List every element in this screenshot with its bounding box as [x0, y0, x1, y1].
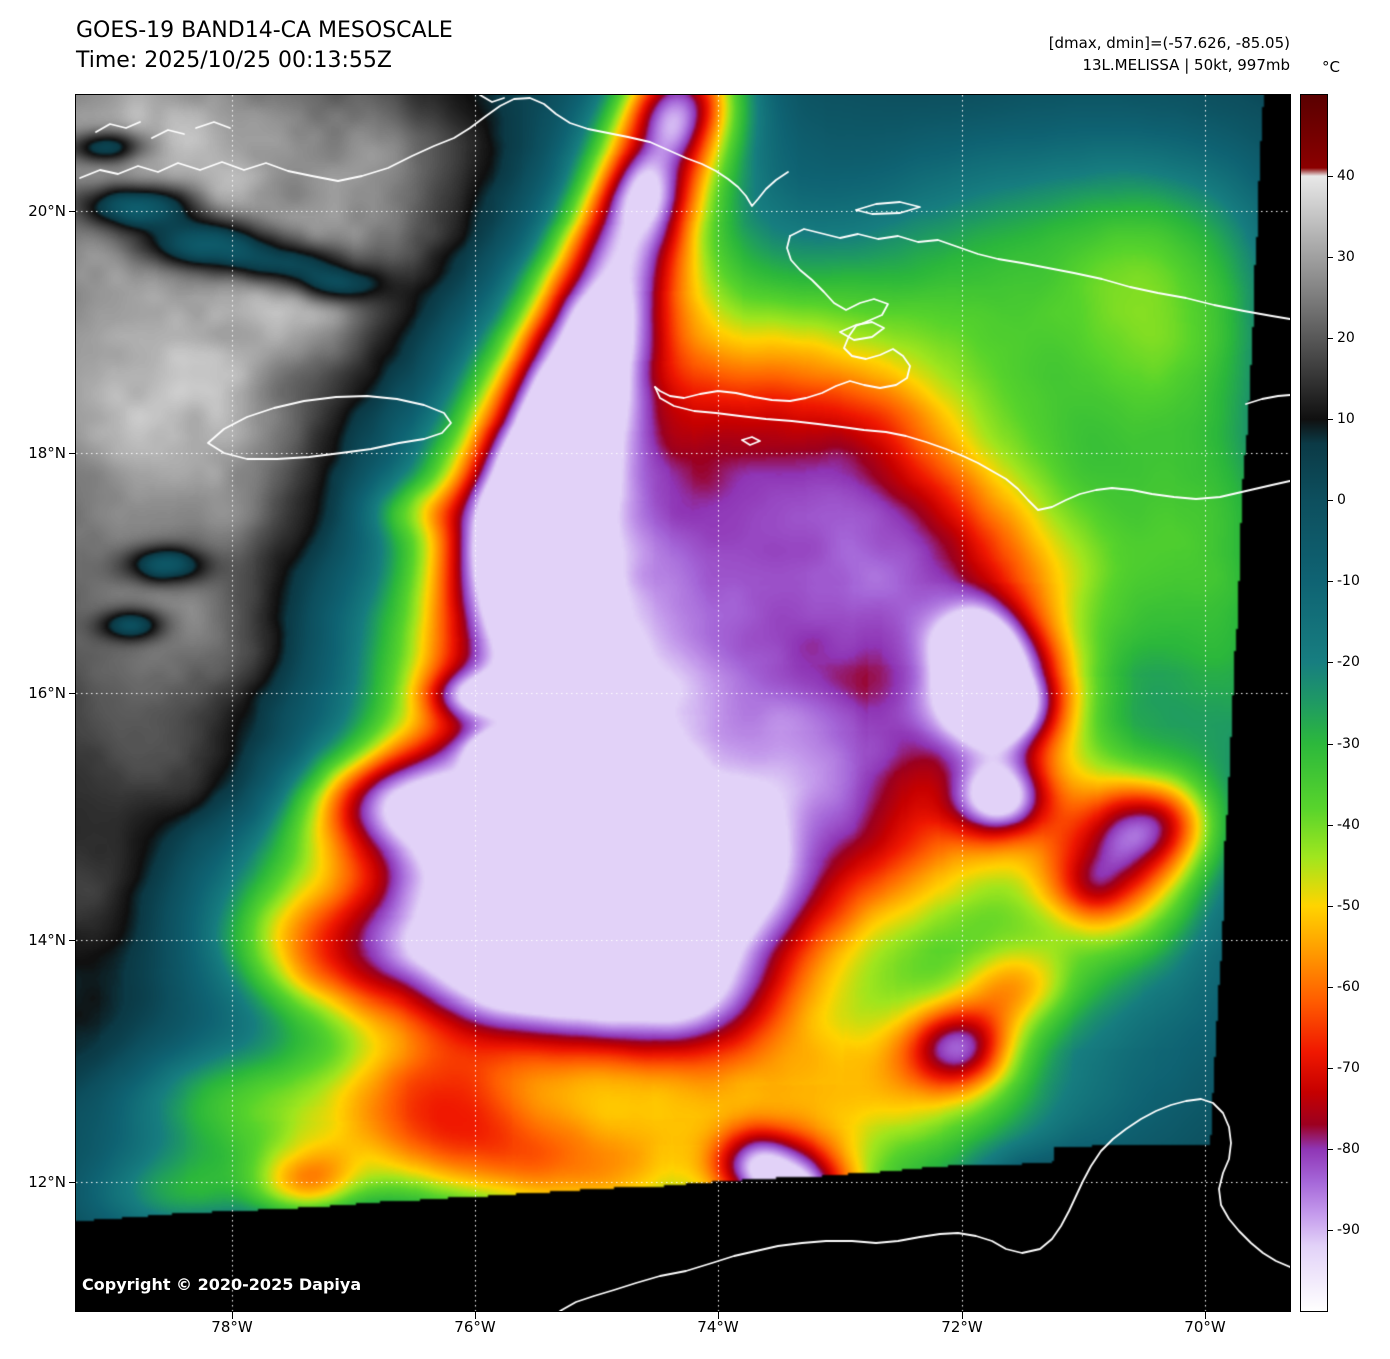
axis-tick: [718, 1312, 719, 1319]
colorbar-tick-label: -90: [1337, 1221, 1360, 1238]
lat-axis-label: 18°N: [28, 444, 66, 462]
colorbar-tick-label: -40: [1337, 816, 1360, 833]
colorbar-tick: [1327, 986, 1333, 988]
colorbar-unit-label: °C: [1322, 58, 1340, 76]
copyright-watermark: Copyright © 2020-2025 Dapiya: [82, 1275, 362, 1294]
colorbar-tick: [1327, 419, 1333, 421]
lat-axis-label: 12°N: [28, 1173, 66, 1191]
colorbar-tick-label: 20: [1337, 330, 1355, 347]
colorbar-tick-label: 30: [1337, 249, 1355, 266]
colorbar-tick-label: -30: [1337, 735, 1360, 752]
colorbar-tick-label: -20: [1337, 654, 1360, 671]
colorbar-tick-label: 0: [1337, 492, 1346, 509]
colorbar-tick-label: 10: [1337, 411, 1355, 428]
axis-tick: [232, 1312, 233, 1319]
axis-tick: [69, 693, 76, 694]
map-overlay-canvas: [76, 95, 1290, 1311]
lat-axis-label: 14°N: [28, 931, 66, 949]
axis-tick: [69, 940, 76, 941]
lon-axis-label: 76°W: [454, 1318, 496, 1336]
storm-info: 13L.MELISSA | 50kt, 997mb: [1082, 56, 1290, 74]
colorbar-tick: [1327, 338, 1333, 340]
colorbar-tick: [1327, 824, 1333, 826]
product-title: GOES-19 BAND14-CA MESOSCALE: [76, 18, 453, 43]
axis-tick: [69, 211, 76, 212]
colorbar-tick: [1327, 581, 1333, 583]
colorbar-tick-label: -50: [1337, 897, 1360, 914]
lat-axis-label: 20°N: [28, 202, 66, 220]
colorbar-tick: [1327, 743, 1333, 745]
lon-axis-label: 72°W: [941, 1318, 983, 1336]
colorbar-tick: [1327, 1067, 1333, 1069]
colorbar-tick-label: -80: [1337, 1140, 1360, 1157]
colorbar-tick: [1327, 176, 1333, 178]
dmax-dmin-readout: [dmax, dmin]=(-57.626, -85.05): [1048, 34, 1290, 52]
colorbar-tick-label: -60: [1337, 978, 1360, 995]
colorbar-tick: [1327, 905, 1333, 907]
axis-tick: [69, 1182, 76, 1183]
lon-axis-label: 70°W: [1184, 1318, 1226, 1336]
colorbar-tick: [1327, 1148, 1333, 1150]
axis-tick: [475, 1312, 476, 1319]
colorbar-tick: [1327, 1229, 1333, 1231]
colorbar-tick: [1327, 500, 1333, 502]
colorbar-tick: [1327, 662, 1333, 664]
colorbar-tick-label: 40: [1337, 168, 1355, 185]
colorbar-tick-label: -10: [1337, 573, 1360, 590]
colorbar-tick-label: -70: [1337, 1059, 1360, 1076]
colorbar-tick: [1327, 257, 1333, 259]
timestamp: Time: 2025/10/25 00:13:55Z: [76, 48, 392, 73]
axis-tick: [962, 1312, 963, 1319]
colorbar: [1300, 94, 1328, 1312]
axis-tick: [69, 453, 76, 454]
lat-axis-label: 16°N: [28, 684, 66, 702]
axis-tick: [1205, 1312, 1206, 1319]
lon-axis-label: 74°W: [697, 1318, 739, 1336]
lon-axis-label: 78°W: [211, 1318, 253, 1336]
map-plot: Copyright © 2020-2025 Dapiya: [75, 94, 1291, 1312]
